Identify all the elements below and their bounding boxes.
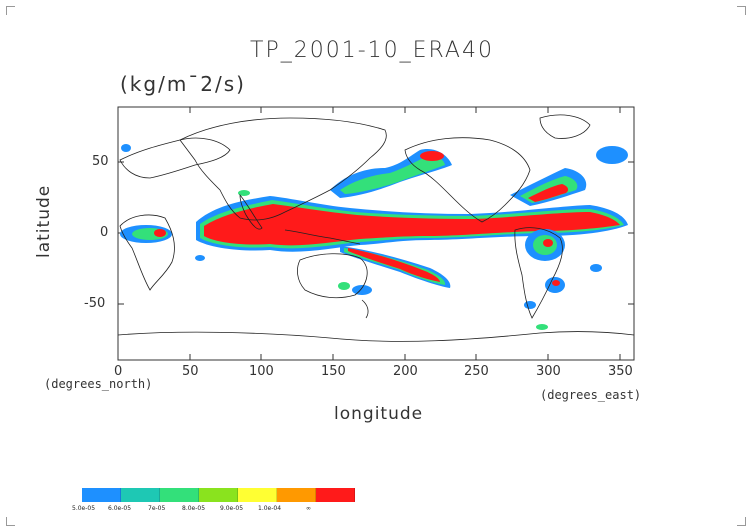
legend-swatch	[277, 488, 316, 502]
plot-title: TP_2001-10_ERA40	[250, 38, 494, 63]
x-axis-label: longitude	[334, 404, 424, 424]
x-tick-label: 100	[249, 364, 274, 379]
plot-units: (kg/m¯2/s)	[120, 72, 246, 96]
x-tick-label: 200	[393, 364, 418, 379]
legend-label: 7e-05	[148, 505, 166, 512]
coast-indonesia	[284, 229, 361, 245]
legend-swatch	[316, 488, 355, 502]
coast-india	[239, 193, 263, 230]
coastlines	[117, 114, 635, 342]
page-corner-bottom-left	[6, 517, 15, 526]
legend-colorbar	[82, 488, 355, 502]
page-corner-top-left	[6, 6, 15, 15]
legend-swatch	[121, 488, 160, 502]
coast-australia	[297, 253, 368, 299]
precip-samerica-red	[543, 239, 553, 247]
y-tick-label: -50	[84, 296, 106, 311]
x-tick-label: 0	[114, 364, 123, 379]
precip-argentina-red	[552, 280, 560, 286]
legend-label: 5.0e-05	[72, 505, 96, 512]
page-corner-bottom-right	[737, 517, 746, 526]
x-tick-marks	[117, 107, 621, 360]
precip-southern-4	[536, 324, 548, 330]
legend-label: 6.0e-05	[108, 505, 132, 512]
x-unit-right: (degrees_east)	[540, 388, 642, 402]
x-tick-label: 350	[608, 364, 633, 379]
precip-spcz-inner	[348, 248, 440, 282]
precip-alaska-red	[420, 151, 444, 161]
precip-europe-blue	[596, 146, 628, 164]
legend-label: ∞	[306, 505, 311, 512]
legend-label: 9.0e-05	[220, 505, 244, 512]
precip-southern-2	[338, 282, 350, 290]
coast-africa	[119, 214, 175, 291]
coast-samerica	[514, 227, 563, 319]
coast-nz	[361, 299, 369, 319]
x-tick-label: 250	[464, 364, 489, 379]
x-unit-left: (degrees_north)	[44, 377, 153, 391]
legend-swatch	[238, 488, 277, 502]
legend-label: 1.0e-04	[258, 505, 282, 512]
y-axis-label: latitude	[34, 184, 54, 258]
precip-southern-8	[195, 255, 205, 261]
precip-npac-mid	[340, 155, 445, 194]
x-tick-label: 50	[182, 364, 199, 379]
x-tick-label: 150	[321, 364, 346, 379]
precip-southern-5	[590, 264, 602, 272]
coast-asia	[179, 117, 387, 221]
y-tick-label: 0	[100, 225, 109, 240]
legend-swatch	[199, 488, 238, 502]
legend-label: 8.0e-05	[182, 505, 206, 512]
precip-atl-red	[528, 184, 569, 202]
y-tick-label: 50	[92, 154, 109, 169]
precip-southern-6	[121, 144, 131, 152]
precip-southern-3	[524, 301, 536, 309]
precip-contours	[120, 144, 628, 330]
precip-southern-1	[352, 285, 372, 295]
x-tick-label: 300	[536, 364, 561, 379]
precip-africa-red	[154, 229, 166, 237]
legend-swatch	[160, 488, 199, 502]
coast-greenland	[539, 114, 591, 139]
page-corner-top-right	[737, 6, 746, 15]
legend-swatch	[82, 488, 121, 502]
coast-namerica	[404, 137, 531, 223]
precip-indian-inner	[204, 204, 620, 246]
coast-antarctica	[117, 331, 635, 342]
coast-europe	[119, 137, 231, 179]
precip-southern-7	[238, 190, 250, 196]
